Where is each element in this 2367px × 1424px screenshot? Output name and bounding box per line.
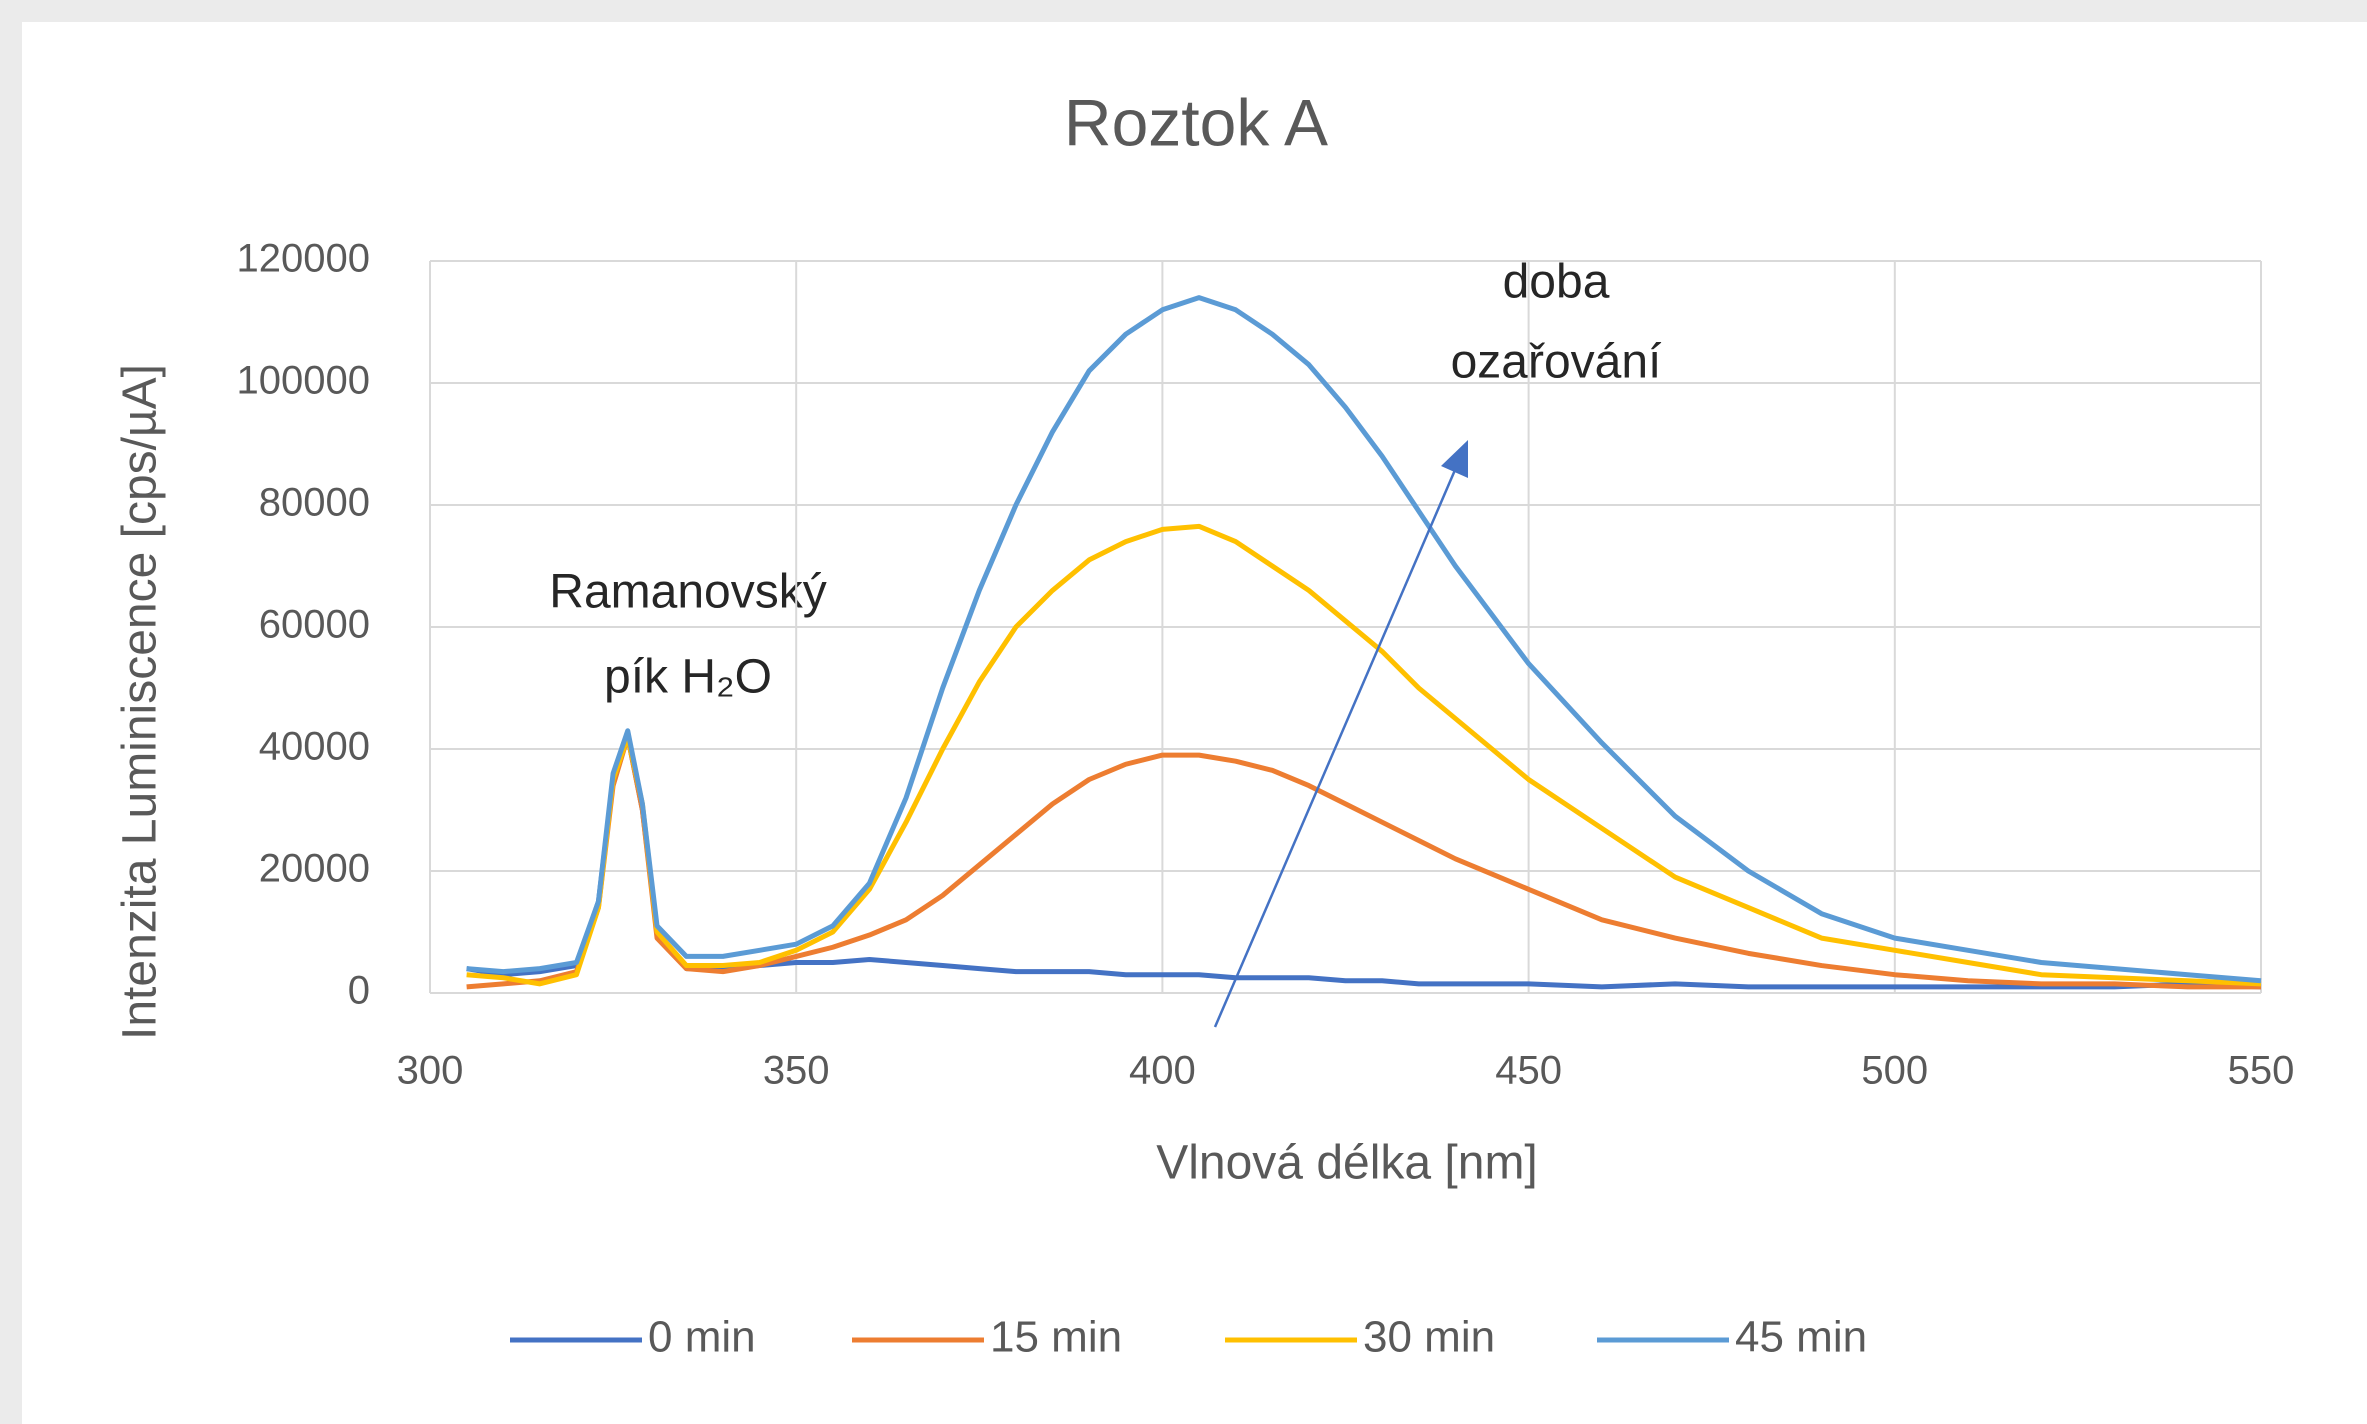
x-tick-label: 500 (1861, 1049, 1928, 1093)
chart-background (22, 22, 2367, 1424)
x-tick-label: 450 (1495, 1049, 1562, 1093)
y-tick-label: 100000 (237, 359, 370, 403)
annotation: doba (1503, 256, 1610, 309)
legend-label: 0 min (648, 1313, 756, 1362)
chart-title: Roztok A (1064, 85, 1328, 159)
y-tick-label: 60000 (259, 603, 370, 647)
legend-label: 30 min (1363, 1313, 1495, 1362)
x-axis-label: Vlnová délka [nm] (1156, 1137, 1538, 1190)
annotation: pík H₂O (604, 651, 772, 704)
x-tick-label: 300 (397, 1049, 464, 1093)
x-tick-label: 550 (2228, 1049, 2295, 1093)
arrow-head (1441, 440, 1468, 478)
annotation: Ramanovský (549, 566, 826, 619)
y-tick-label: 40000 (259, 725, 370, 769)
x-tick-label: 350 (763, 1049, 830, 1093)
plot: 0 20000 40000 60000 80000 100000 120000 300 350 4… (237, 237, 2295, 1093)
y-tick-label: 120000 (237, 237, 370, 281)
arrow (1213, 469, 1457, 1028)
y-tick-label: 80000 (259, 481, 370, 525)
series-line (466, 295, 2262, 984)
x-tick-label: 400 (1129, 1049, 1196, 1093)
y-tick-label: 0 (348, 969, 370, 1013)
legend-label: 45 min (1735, 1313, 1867, 1362)
annotation: ozařování (1451, 336, 1662, 389)
y-axis-label: Intenzita Luminiscence [cps/µA] (114, 364, 167, 1040)
legend-label: 15 min (990, 1313, 1122, 1362)
y-tick-label: 20000 (259, 847, 370, 891)
